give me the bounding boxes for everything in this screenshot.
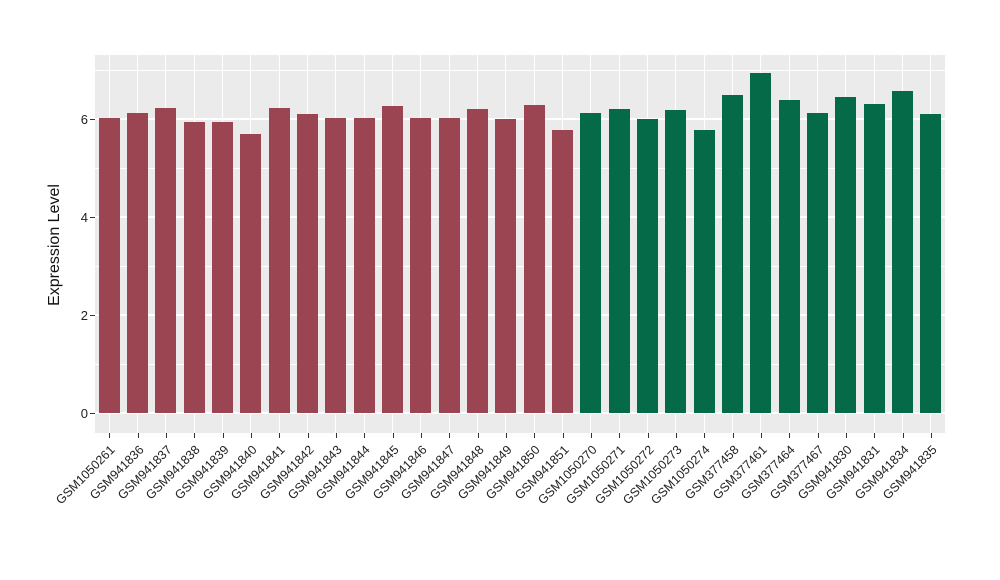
y-axis-title: Expression Level <box>46 184 63 306</box>
y-tick-label: 2 <box>80 307 88 323</box>
bar-GSM941841 <box>268 108 290 413</box>
bar-GSM941835 <box>920 113 942 413</box>
x-tick-mark <box>590 433 592 438</box>
x-tick-mark <box>109 433 111 438</box>
bar-GSM941839 <box>212 122 233 413</box>
bar-GSM1050273 <box>665 110 687 413</box>
bar-GSM941847 <box>438 118 460 413</box>
y-tick-mark <box>90 119 95 120</box>
x-tick-mark <box>675 433 677 438</box>
bar-GSM941837 <box>155 107 177 413</box>
bar-GSM377461 <box>750 73 772 413</box>
x-tick-mark <box>449 433 451 438</box>
x-tick-mark <box>222 433 224 438</box>
bar-GSM941842 <box>297 114 318 413</box>
x-tick-mark <box>647 433 649 438</box>
x-tick-mark <box>930 433 932 438</box>
y-tick-label: 6 <box>80 111 88 127</box>
bar-GSM941840 <box>240 133 262 413</box>
x-tick-mark <box>534 433 536 438</box>
x-tick-mark <box>392 433 394 438</box>
x-tick-mark <box>817 433 819 438</box>
x-tick-mark <box>562 433 564 438</box>
bar-GSM941848 <box>467 108 488 413</box>
gridline-minor <box>95 363 945 365</box>
y-tick-label: 0 <box>80 405 88 421</box>
gridline-major <box>95 412 945 414</box>
x-tick-mark <box>902 433 904 438</box>
bar-GSM1050271 <box>608 109 630 413</box>
x-tick-mark <box>760 433 762 438</box>
gridline-major <box>95 314 945 316</box>
bar-GSM941838 <box>183 121 205 413</box>
gridline-major <box>95 118 945 120</box>
y-tick-label: 4 <box>80 209 88 225</box>
x-tick-mark <box>619 433 621 438</box>
bar-GSM941845 <box>382 106 403 413</box>
bar-GSM941850 <box>523 104 545 413</box>
x-tick-mark <box>335 433 337 438</box>
bar-GSM377467 <box>807 112 828 413</box>
gridline-major <box>95 216 945 218</box>
y-tick-mark <box>90 315 95 316</box>
x-tick-mark <box>789 433 791 438</box>
x-tick-mark <box>137 433 139 438</box>
gridline-minor <box>95 265 945 267</box>
x-tick-mark <box>732 433 734 438</box>
x-tick-mark <box>845 433 847 438</box>
bar-GSM941836 <box>127 112 148 413</box>
bar-GSM941843 <box>325 117 347 413</box>
x-tick-mark <box>704 433 706 438</box>
bar-GSM1050274 <box>693 129 715 413</box>
bar-GSM941844 <box>353 118 375 413</box>
x-tick-mark <box>364 433 366 438</box>
y-tick-mark <box>90 413 95 414</box>
x-tick-mark <box>505 433 507 438</box>
gridline-minor <box>95 69 945 71</box>
x-tick-mark <box>420 433 422 438</box>
bar-GSM941831 <box>863 103 885 413</box>
bar-GSM941846 <box>410 117 432 413</box>
x-tick-mark <box>307 433 309 438</box>
plot-panel <box>95 55 945 433</box>
bar-GSM1050272 <box>637 118 658 413</box>
bar-GSM1050270 <box>580 113 602 413</box>
gridline-minor <box>95 167 945 169</box>
x-tick-mark <box>477 433 479 438</box>
bar-GSM941851 <box>552 129 573 413</box>
x-tick-mark <box>165 433 167 438</box>
bar-GSM377464 <box>778 100 800 413</box>
bar-GSM1050261 <box>98 118 120 413</box>
x-tick-mark <box>194 433 196 438</box>
x-tick-mark <box>250 433 252 438</box>
bar-GSM941834 <box>892 91 913 413</box>
bar-GSM377458 <box>722 95 743 413</box>
x-tick-mark <box>279 433 281 438</box>
x-tick-mark <box>874 433 876 438</box>
y-tick-mark <box>90 217 95 218</box>
bar-GSM941849 <box>495 119 517 413</box>
bar-GSM941830 <box>835 97 857 413</box>
